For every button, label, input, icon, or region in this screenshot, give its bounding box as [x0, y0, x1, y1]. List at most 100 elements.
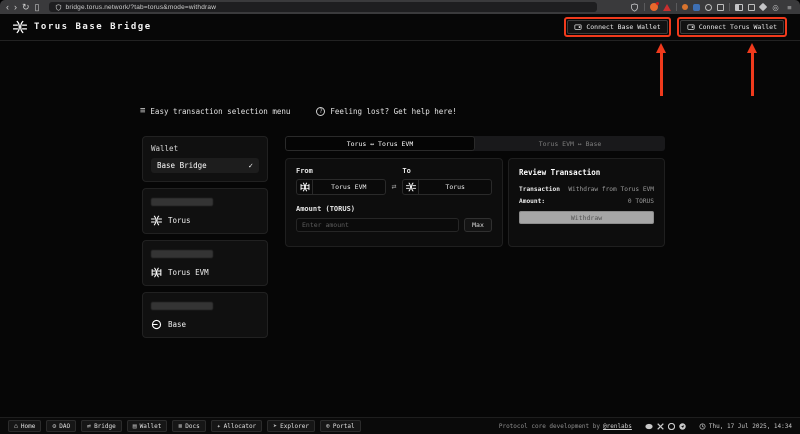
- extension-icon-triangle[interactable]: [663, 3, 671, 11]
- taskbar-link-dao[interactable]: ⚙ DAO: [46, 420, 77, 432]
- wallet-option-label: Base Bridge: [157, 161, 207, 170]
- to-network-value: Torus: [445, 183, 465, 191]
- network-row-base: Base: [151, 319, 259, 330]
- toolbar-divider: [676, 3, 677, 11]
- network-name: Torus: [168, 216, 191, 225]
- connect-base-wallet-label: Connect Base Wallet: [586, 23, 661, 31]
- tab-torus-evm-base[interactable]: Torus EVM ↔ Base: [538, 139, 602, 148]
- taskbar-label: Allocator: [223, 422, 257, 430]
- reload-icon[interactable]: ↻: [22, 2, 30, 12]
- redacted-balance: [151, 198, 213, 206]
- review-transaction-panel: Review Transaction Transaction Withdraw …: [508, 158, 665, 247]
- portal-icon: ⊕: [326, 422, 330, 430]
- wallet-option-base-bridge[interactable]: Base Bridge ✓: [151, 158, 259, 173]
- annotation-arrow-right: [747, 43, 757, 96]
- taskbar-link-bridge[interactable]: ⇄ Bridge: [81, 420, 122, 432]
- extension-icon-dot[interactable]: [682, 4, 688, 10]
- extension-icon-blue[interactable]: [693, 3, 700, 11]
- taskbar-link-docs[interactable]: ≣ Docs: [172, 420, 206, 432]
- docs-icon: ≣: [178, 422, 183, 430]
- header-actions: Connect Base Wallet Connect Torus Wallet: [564, 17, 787, 37]
- app-brand: Torus Base Bridge: [13, 20, 152, 34]
- torus-logo-icon: [151, 215, 162, 226]
- review-amount-label: Amount:: [519, 198, 546, 205]
- help-link[interactable]: ? Feeling lost? Get help here!: [316, 106, 457, 116]
- to-column: To Torus: [402, 167, 492, 195]
- browser-toolbar: ‹ › ↻ ▯ bridge.torus.network/?tab=torus&…: [0, 0, 800, 14]
- torus-logo-icon: [403, 180, 420, 194]
- swap-direction-icon[interactable]: ⇄: [391, 182, 397, 191]
- renlabs-link[interactable]: @renlabs: [603, 422, 632, 430]
- annotation-box-torus-wallet: Connect Torus Wallet: [676, 17, 787, 37]
- wallet-selector-card: Wallet Base Bridge ✓: [142, 136, 268, 182]
- taskbar-label: Home: [20, 422, 36, 430]
- review-amount-value: 0 TORUS: [627, 198, 654, 205]
- taskbar-link-home[interactable]: ⌂ Home: [8, 420, 42, 432]
- max-button[interactable]: Max: [464, 218, 492, 232]
- sidebar-toggle-icon[interactable]: [735, 3, 743, 11]
- github-icon[interactable]: [667, 422, 675, 430]
- permissions-shield-icon[interactable]: [630, 3, 639, 12]
- torus-evm-logo-icon: [297, 180, 313, 194]
- from-network-select[interactable]: Torus EVM: [296, 179, 386, 195]
- app-header: Torus Base Bridge Connect Base Wallet Co…: [0, 14, 800, 41]
- transaction-value: Withdraw from Torus EVM: [568, 186, 654, 193]
- balance-card-torus[interactable]: Torus: [142, 188, 268, 234]
- extensions-puzzle-icon[interactable]: [758, 2, 768, 12]
- toolbar-divider: [729, 3, 730, 11]
- review-amount-row: Amount: 0 TORUS: [519, 198, 654, 205]
- taskbar-link-portal[interactable]: ⊕ Portal: [320, 420, 361, 432]
- taskbar-link-wallet[interactable]: ▤ Wallet: [126, 420, 168, 432]
- forward-icon[interactable]: ›: [14, 2, 17, 12]
- review-transaction-row: Transaction Withdraw from Torus EVM: [519, 186, 654, 193]
- home-icon: ⌂: [14, 422, 18, 430]
- taskbar-label: Wallet: [139, 422, 162, 430]
- balance-card-torus-evm[interactable]: Torus EVM: [142, 240, 268, 286]
- social-links: [645, 422, 686, 430]
- address-bar[interactable]: bridge.torus.network/?tab=torus&mode=wit…: [48, 2, 597, 12]
- screenshot-icon[interactable]: [748, 3, 755, 11]
- datetime-text: Thu, 17 Jul 2025, 14:34: [708, 422, 792, 430]
- datetime-display: Thu, 17 Jul 2025, 14:34: [699, 423, 792, 430]
- taskbar-link-allocator[interactable]: ✦ Allocator: [210, 420, 263, 432]
- telegram-icon[interactable]: [679, 422, 686, 430]
- list-menu-icon: ≡: [140, 106, 146, 116]
- to-network-select[interactable]: Torus: [402, 179, 492, 195]
- network-name: Torus EVM: [168, 268, 209, 277]
- x-twitter-icon[interactable]: [657, 422, 664, 430]
- hamburger-menu-icon[interactable]: ≡: [787, 2, 792, 12]
- annotation-box-base-wallet: Connect Base Wallet: [564, 17, 671, 37]
- wallet-icon: [687, 24, 695, 30]
- clock-icon: [699, 423, 706, 429]
- discord-icon[interactable]: [645, 423, 653, 430]
- from-column: From Torus EVM: [296, 167, 386, 195]
- tab-torus-torus-evm[interactable]: Torus ↔ Torus EVM: [285, 136, 475, 151]
- easy-transaction-menu-button[interactable]: ≡ Easy transaction selection menu: [140, 106, 290, 116]
- target-icon[interactable]: ◎: [772, 2, 779, 12]
- extension-icon-ring[interactable]: [705, 3, 712, 11]
- amount-input[interactable]: [296, 218, 459, 232]
- connect-base-wallet-button[interactable]: Connect Base Wallet: [567, 20, 668, 34]
- connect-torus-wallet-button[interactable]: Connect Torus Wallet: [679, 20, 784, 34]
- balance-card-base[interactable]: Base: [142, 292, 268, 338]
- extension-icon-orange[interactable]: [650, 2, 659, 11]
- easy-transaction-menu-label: Easy transaction selection menu: [150, 106, 291, 116]
- from-to-row: From Torus EVM ⇄ To Torus: [296, 167, 492, 195]
- credit-text: Protocol core development by @renlabs: [499, 423, 632, 430]
- taskbar-label: Explorer: [280, 422, 309, 430]
- bridge-tabs: Torus ↔ Torus EVM Torus EVM ↔ Base: [285, 136, 665, 151]
- extension-icon-box[interactable]: [717, 3, 724, 11]
- transfer-form-panel: From Torus EVM ⇄ To Torus Amou: [285, 158, 503, 247]
- wallet-icon: ▤: [132, 422, 137, 430]
- base-logo-icon: [151, 319, 162, 330]
- from-network-value: Torus EVM: [331, 183, 367, 191]
- back-icon[interactable]: ‹: [6, 2, 9, 12]
- withdraw-button[interactable]: Withdraw: [519, 211, 654, 224]
- torus-logo-icon: [13, 20, 27, 34]
- bookmark-icon[interactable]: ▯: [34, 2, 40, 12]
- url-text: bridge.torus.network/?tab=torus&mode=wit…: [65, 3, 217, 11]
- from-label: From: [296, 167, 313, 175]
- taskbar-link-explorer[interactable]: ➤ Explorer: [267, 420, 315, 432]
- review-title: Review Transaction: [519, 168, 601, 177]
